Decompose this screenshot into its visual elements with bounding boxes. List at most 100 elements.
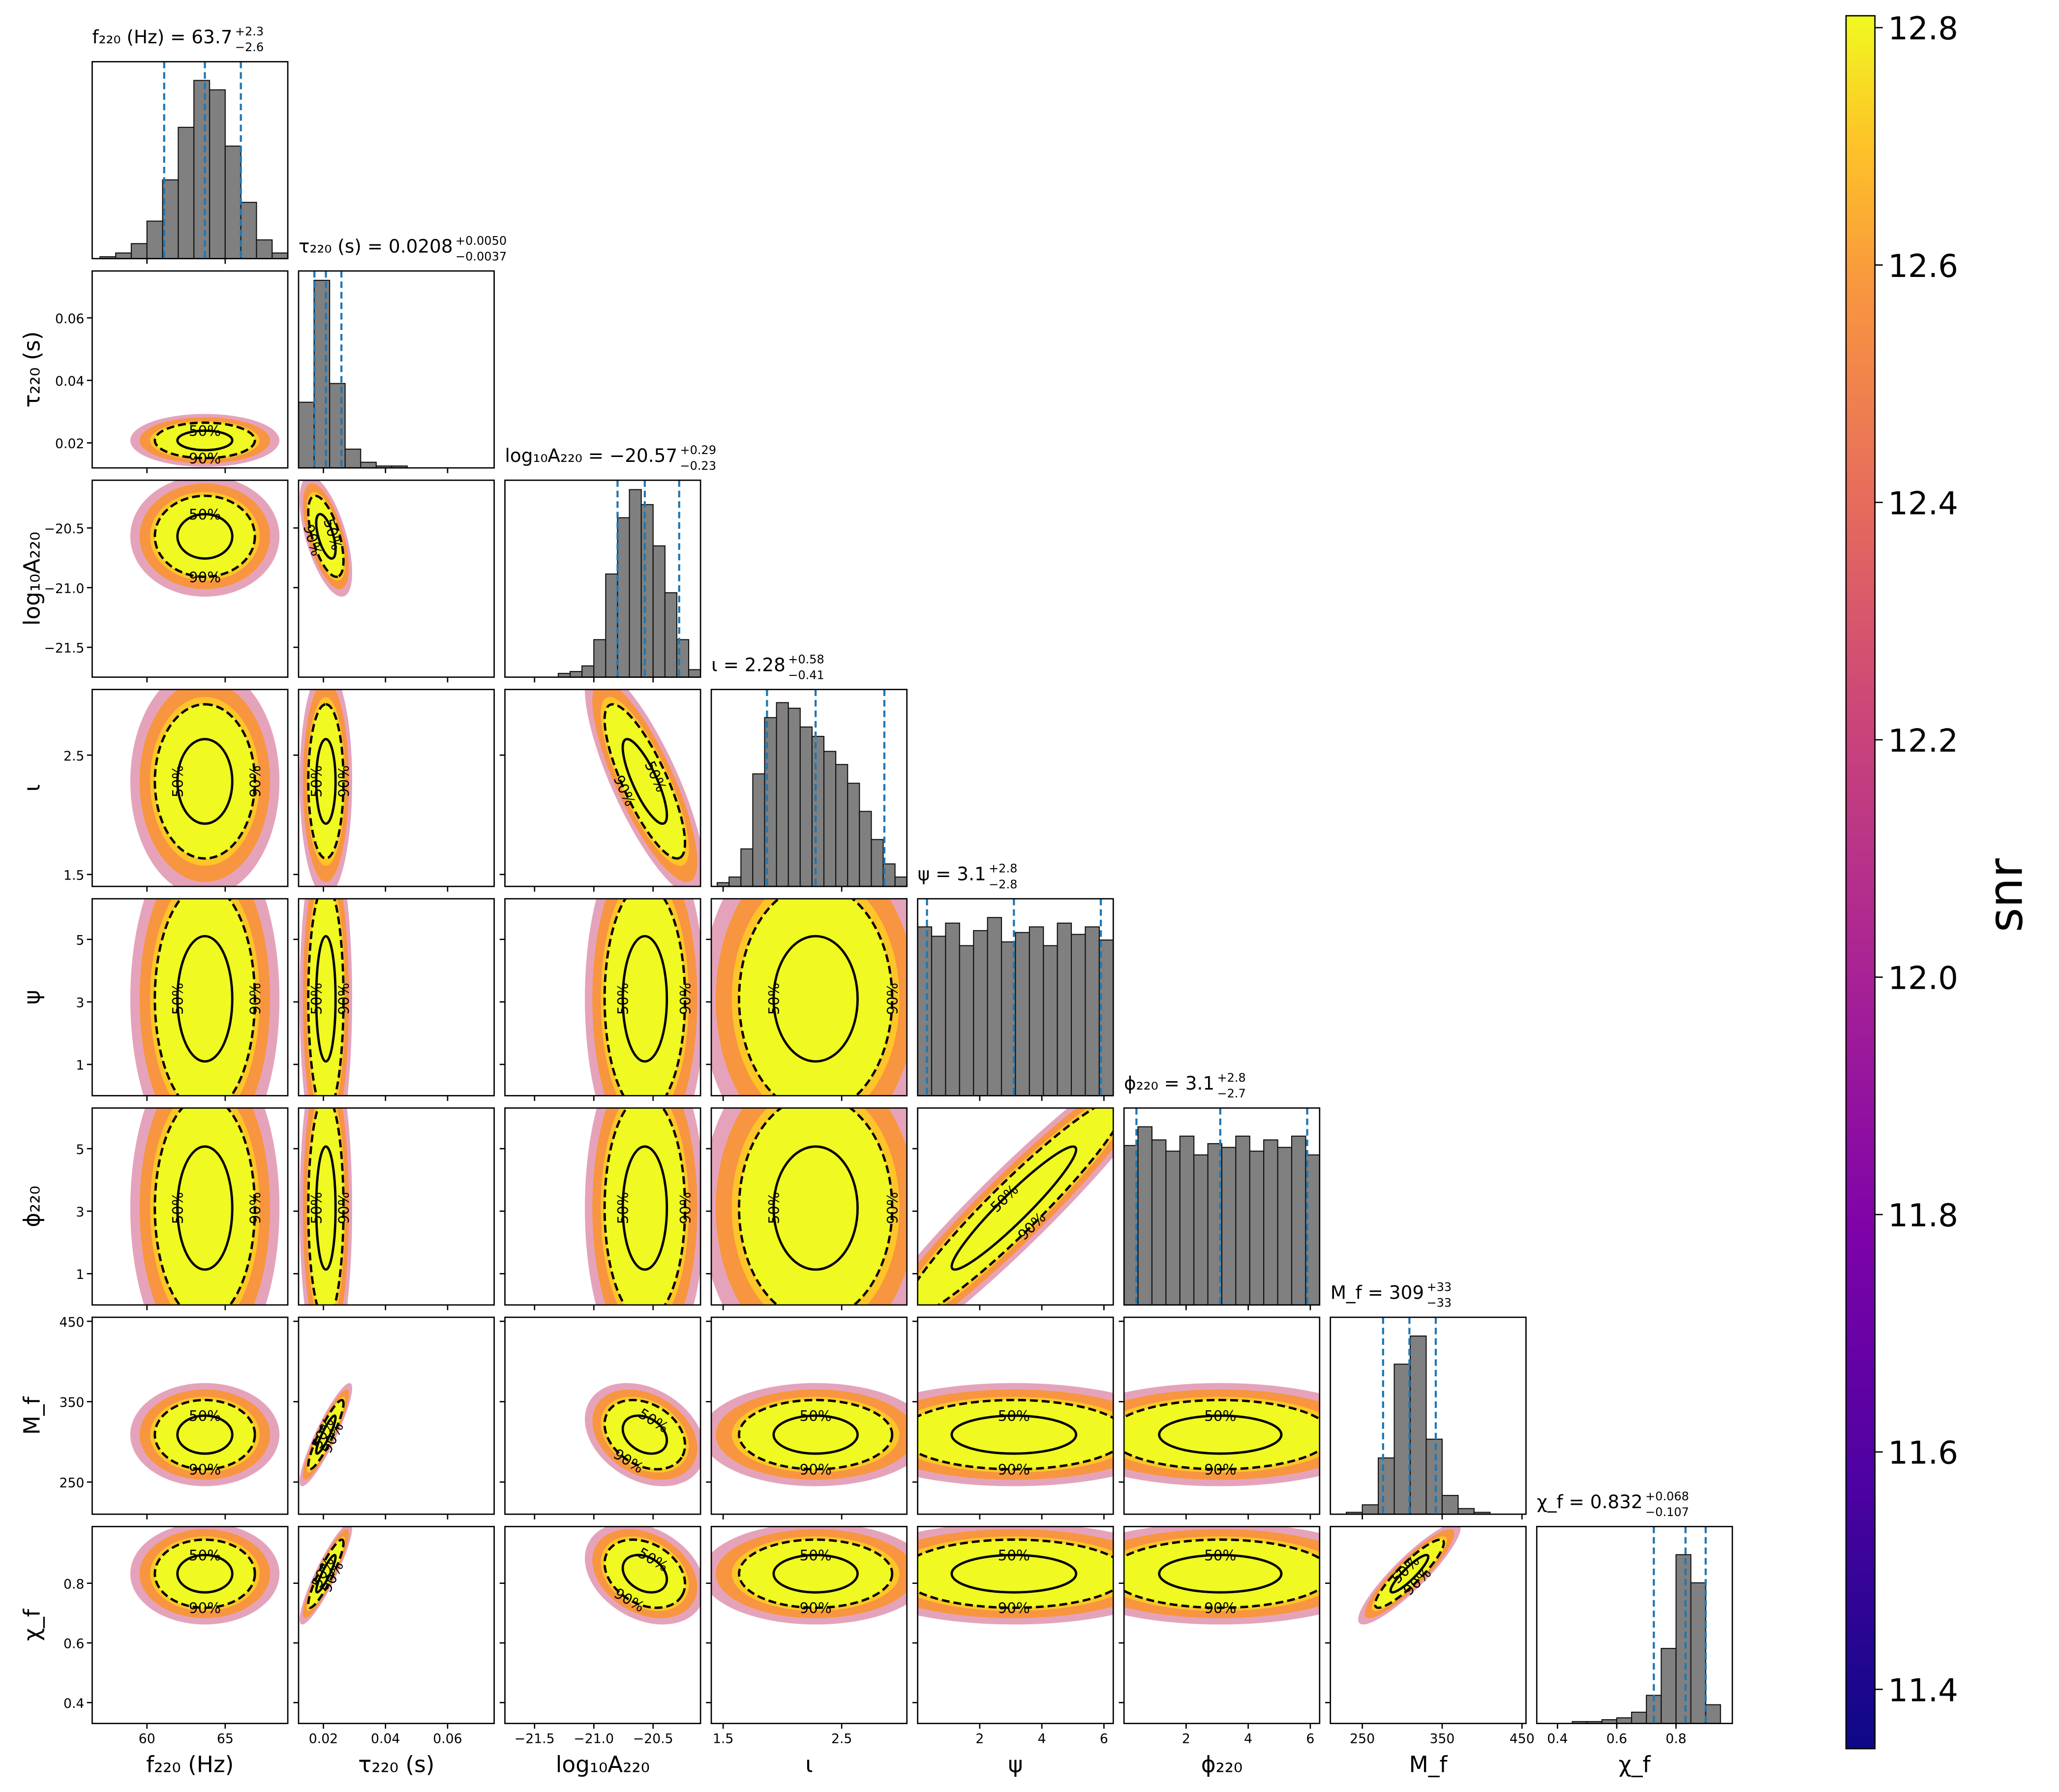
contour-label: 50% xyxy=(189,423,221,439)
density: 50%90% xyxy=(711,1526,907,1625)
title-minus: −0.0037 xyxy=(455,250,507,264)
hist-bar xyxy=(859,811,872,887)
contour-50 xyxy=(315,513,337,560)
contour-50 xyxy=(1158,1414,1283,1455)
y-tick-label: 0.06 xyxy=(55,311,84,327)
panel-frame xyxy=(710,689,908,887)
param-title: ψ = 3.1 xyxy=(918,863,986,885)
density: 50%90% xyxy=(711,899,907,1096)
colorbar-tick-label: 12.2 xyxy=(1888,723,1958,759)
x-axis-label: χ_f xyxy=(1619,1751,1651,1777)
colorbar-tick-label: 11.6 xyxy=(1888,1435,1958,1472)
panel: 50% 90% 2 4 6 xyxy=(1119,1526,1321,1747)
contour-50 xyxy=(621,1414,668,1455)
contour-90 xyxy=(603,1398,687,1471)
x-tick-label: 0.8 xyxy=(1665,1731,1686,1747)
contour-label: 50% xyxy=(998,1547,1030,1564)
contour-label: 90% xyxy=(335,1192,352,1224)
density: 50%90% xyxy=(585,899,701,1096)
panel-frame xyxy=(504,1316,701,1515)
hist-bar xyxy=(629,489,642,678)
contour-90 xyxy=(153,1398,256,1471)
panel-frame xyxy=(298,1107,495,1306)
hist-bar xyxy=(1661,1648,1677,1724)
x-tick-label: 65 xyxy=(217,1731,234,1747)
y-tick-label: 250 xyxy=(59,1476,84,1491)
contour-label: 90% xyxy=(189,1600,221,1616)
panel xyxy=(917,898,1114,1101)
hist-bar xyxy=(298,401,315,469)
contour-50 xyxy=(176,429,234,452)
contour-50 xyxy=(1158,1553,1283,1594)
y-tick-label: 1 xyxy=(76,1267,84,1282)
density: 50%90% xyxy=(711,1108,907,1305)
contour-50 xyxy=(950,1553,1078,1594)
panel xyxy=(298,270,495,473)
panel xyxy=(1330,1316,1527,1519)
contour-50 xyxy=(772,1414,859,1455)
contour-50 xyxy=(176,935,234,1063)
panel-frame xyxy=(710,1316,908,1515)
panel: 0.4 0.6 0.8 xyxy=(1536,1526,1733,1747)
param-title: log₁₀A₂₂₀ = −20.57 xyxy=(505,445,678,466)
hist-bar xyxy=(593,639,606,678)
contour-90 xyxy=(603,703,687,860)
hist-bar xyxy=(240,202,257,259)
title-minus: −33 xyxy=(1426,1296,1452,1310)
x-tick-label: −21.5 xyxy=(515,1731,555,1747)
x-tick-label: 350 xyxy=(1429,1731,1454,1747)
contour-label: 90% xyxy=(335,983,352,1015)
contour-90 xyxy=(738,1108,894,1305)
panel: 50% 90% xyxy=(706,1316,908,1519)
hist-bar xyxy=(640,504,654,678)
density: 50%90% xyxy=(130,689,280,887)
panel-frame xyxy=(298,1316,495,1515)
y-axis-label: ψ xyxy=(19,990,45,1004)
hist-bar xyxy=(1690,1582,1706,1724)
density: 50%90% xyxy=(300,1383,352,1487)
y-tick-label: 3 xyxy=(76,995,84,1010)
colorbar-tick-label: 12.8 xyxy=(1888,11,1958,47)
panel-frame xyxy=(298,270,495,469)
x-tick-label: 1.5 xyxy=(713,1731,733,1747)
contour-label: 90% xyxy=(1204,1461,1236,1478)
title-plus: +0.068 xyxy=(1645,1489,1689,1503)
hist-bar xyxy=(344,448,362,469)
contour-label: 90% xyxy=(189,1461,221,1478)
x-tick-label: 6 xyxy=(1306,1731,1314,1747)
panel xyxy=(710,689,908,892)
density: 50%90% xyxy=(917,1108,1114,1305)
param-title: ϕ₂₂₀ = 3.1 xyxy=(1124,1072,1214,1094)
contour-90 xyxy=(603,899,687,1096)
y-tick-label: −20.5 xyxy=(44,521,85,537)
hist-bar xyxy=(1249,1151,1265,1306)
hist-bar xyxy=(1362,1504,1379,1515)
panel-frame xyxy=(504,1107,701,1306)
x-tick-label: 0.06 xyxy=(433,1731,462,1747)
hist-bar xyxy=(209,89,226,259)
hist-bar xyxy=(1675,1554,1692,1724)
y-tick-label: 3 xyxy=(76,1205,84,1220)
density: 50%90% xyxy=(1124,1383,1320,1487)
hist-bar xyxy=(1165,1151,1181,1306)
contour-50 xyxy=(621,1145,668,1271)
contour-90 xyxy=(307,899,345,1096)
panel-frame xyxy=(1536,1526,1733,1725)
contour-50 xyxy=(950,1414,1078,1455)
density: 50%90% xyxy=(130,1108,280,1305)
contour-90 xyxy=(738,899,894,1096)
contour-50 xyxy=(315,738,337,825)
hist-bar xyxy=(1705,1704,1721,1724)
density: 50%90% xyxy=(585,1383,701,1487)
panel: 50% 90% 1 3 5 xyxy=(76,1107,289,1310)
panel-frame xyxy=(1123,1107,1321,1306)
density: 50%90% xyxy=(917,1383,1114,1487)
colorbar-tick-label: 12.6 xyxy=(1888,248,1958,285)
panel: 50%90% 0.02 0.04 0.06 xyxy=(293,1526,495,1747)
y-axis-label: ϕ₂₂₀ xyxy=(19,1185,45,1227)
contour-50 xyxy=(1389,1553,1430,1594)
hist-bar xyxy=(1137,1126,1153,1306)
hist-bar xyxy=(115,252,132,259)
